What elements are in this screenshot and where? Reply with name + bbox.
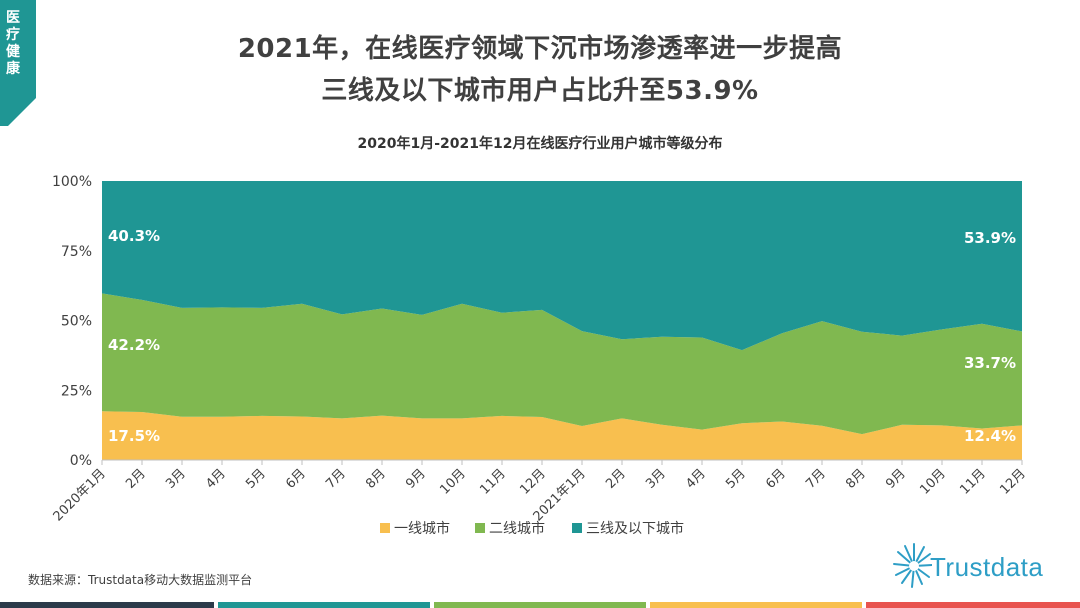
y-tick-label: 75% <box>61 244 92 260</box>
x-tick-label: 6月 <box>763 466 789 492</box>
end-annotation: 53.9% <box>964 229 1016 247</box>
section-tag-label: 医疗健康 <box>6 10 20 77</box>
x-tick-label: 9月 <box>883 466 909 492</box>
bottom-color-bar <box>0 602 1080 608</box>
start-annotation: 40.3% <box>108 227 160 245</box>
section-tag: 医疗健康 <box>0 0 36 126</box>
x-tick-label: 11月 <box>477 466 508 497</box>
x-tick-label: 5月 <box>723 466 749 492</box>
area-series-2 <box>102 293 1022 435</box>
y-tick-label: 100% <box>52 174 92 190</box>
y-tick-label: 0% <box>70 453 92 469</box>
x-tick-label: 2月 <box>123 466 149 492</box>
bottom-bar-segment <box>866 602 1080 608</box>
headline-line-1: 2021年，在线医疗领域下沉市场渗透率进一步提高 <box>237 34 843 64</box>
x-tick-label: 2020年1月 <box>51 466 109 524</box>
logo-burst-icon <box>893 543 932 588</box>
bottom-bar-segment <box>434 602 646 608</box>
x-tick-label: 9月 <box>403 466 429 492</box>
x-tick-label: 7月 <box>803 466 829 492</box>
x-tick-label: 10月 <box>917 466 948 497</box>
x-tick-label: 4月 <box>683 466 709 492</box>
y-tick-label: 25% <box>61 383 92 399</box>
x-tick-label: 3月 <box>643 466 669 492</box>
x-tick-label: 3月 <box>163 466 189 492</box>
x-tick-label: 8月 <box>843 466 869 492</box>
y-tick-label: 50% <box>61 314 92 330</box>
logo-text: Trustdata <box>930 552 1044 582</box>
x-tick-label: 8月 <box>363 466 389 492</box>
bottom-bar-segment <box>218 602 430 608</box>
legend-swatch <box>380 523 390 533</box>
legend-label: 三线及以下城市 <box>586 520 684 537</box>
legend-swatch <box>475 523 485 533</box>
x-tick-label: 7月 <box>323 466 349 492</box>
source-note: 数据来源：Trustdata移动大数据监测平台 <box>28 573 253 587</box>
x-tick-label: 12月 <box>517 466 548 497</box>
end-annotation: 12.4% <box>964 427 1016 445</box>
trustdata-logo: Trustdata <box>892 538 1070 594</box>
area-series-3 <box>102 181 1022 351</box>
end-annotation: 33.7% <box>964 354 1016 372</box>
start-annotation: 17.5% <box>108 427 160 445</box>
x-tick-label: 12月 <box>997 466 1028 497</box>
x-tick-label: 5月 <box>243 466 269 492</box>
start-annotation: 42.2% <box>108 336 160 354</box>
bottom-bar-segment <box>0 602 214 608</box>
headline-line-2: 三线及以下城市用户占比升至53.9% <box>321 76 759 106</box>
legend-label: 二线城市 <box>489 520 545 537</box>
section-tag-shape <box>0 0 36 126</box>
x-tick-label: 10月 <box>437 466 468 497</box>
area-chart: 2020年1月-2021年12月在线医疗行业用户城市等级分布 0% 25% 50% 75… <box>51 135 1029 537</box>
x-tick-label: 11月 <box>957 466 988 497</box>
x-tick-label: 2月 <box>603 466 629 492</box>
bottom-bar-segment <box>650 602 862 608</box>
legend-label: 一线城市 <box>394 520 450 537</box>
legend-swatch <box>572 523 582 533</box>
chart-title: 2020年1月-2021年12月在线医疗行业用户城市等级分布 <box>358 135 723 152</box>
x-tick-label: 4月 <box>203 466 229 492</box>
x-tick-label: 6月 <box>283 466 309 492</box>
area-series-1 <box>102 411 1022 460</box>
